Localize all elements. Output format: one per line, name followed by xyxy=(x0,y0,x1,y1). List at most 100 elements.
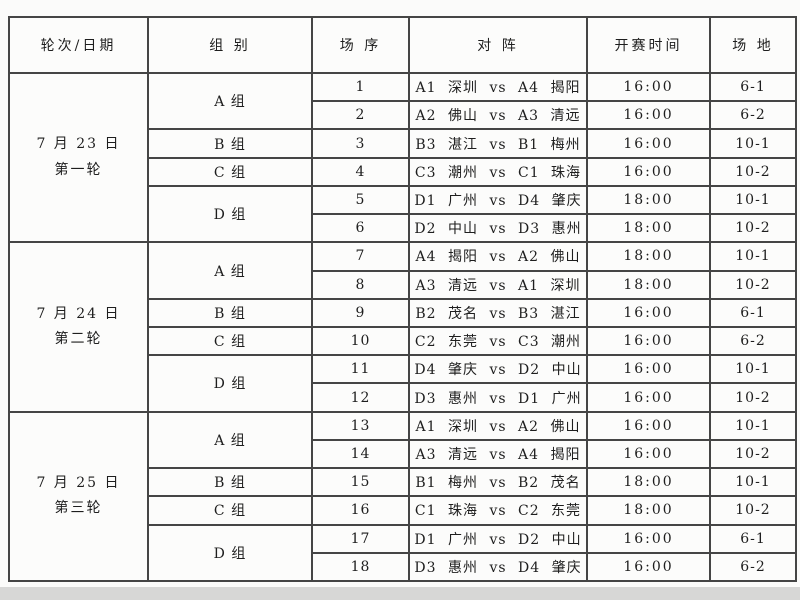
match-no-cell: 2 xyxy=(311,100,410,131)
venue-cell: 6-2 xyxy=(709,551,797,583)
matchup-cell: A3 清远 vs A1 深圳 xyxy=(408,269,588,300)
matchup-cell: C3 潮州 vs C1 珠海 xyxy=(408,156,588,187)
match-no-cell: 17 xyxy=(311,523,410,554)
group-cell: A 组 xyxy=(147,71,313,131)
start-time-cell: 16:00 xyxy=(586,71,711,103)
round-date-cell: 7 月 25 日第三轮 xyxy=(8,410,149,583)
venue-cell: 10-2 xyxy=(709,213,797,244)
start-time-cell: 18:00 xyxy=(586,213,711,244)
round-date-cell: 7 月 24 日第二轮 xyxy=(8,241,149,413)
matchup-cell: D2 中山 vs D3 惠州 xyxy=(408,213,588,244)
table-row: 14 A3 清远 vs A4 揭阳 16:00 10-2 xyxy=(9,438,797,470)
round-date-label: 7 月 25 日 xyxy=(36,475,121,492)
group-cell: C 组 xyxy=(147,495,313,526)
venue-cell: 10-2 xyxy=(709,495,797,526)
venue-cell: 10-1 xyxy=(709,410,797,441)
group-cell: B 组 xyxy=(147,128,313,159)
venue-cell: 10-1 xyxy=(709,241,797,272)
start-time-cell: 16:00 xyxy=(586,128,711,159)
start-time-cell: 18:00 xyxy=(586,184,711,216)
matchup-cell: A3 清远 vs A4 揭阳 xyxy=(408,438,588,470)
group-cell: C 组 xyxy=(147,325,313,357)
group-cell: C 组 xyxy=(147,156,313,187)
table-row: 7 月 24 日第二轮 A 组 7 A4 揭阳 vs A2 佛山 18:00 10-1 xyxy=(8,241,797,413)
header-row: 轮次/日期 组 别 场 序 对 阵 开赛时间 场 地 xyxy=(8,16,797,74)
header-cell-start-time: 开赛时间 xyxy=(586,16,711,74)
matchup-cell: C1 珠海 vs C2 东莞 xyxy=(408,495,588,526)
match-no-cell: 13 xyxy=(311,410,410,441)
group-cell: B 组 xyxy=(147,297,313,328)
group-cell: A 组 xyxy=(147,410,313,470)
start-time-cell: 16:00 xyxy=(586,523,711,554)
matchup-cell: A4 揭阳 vs A2 佛山 xyxy=(408,241,588,272)
matchup-cell: A1 深圳 vs A2 佛山 xyxy=(408,410,588,441)
matchup-cell: D1 广州 vs D4 肇庆 xyxy=(408,184,588,216)
matchup-cell: C2 东莞 vs C3 潮州 xyxy=(408,325,588,357)
group-cell: D 组 xyxy=(147,184,313,244)
table-row: D 组 11 D4 肇庆 vs D2 中山 16:00 10-1 xyxy=(9,354,797,413)
group-cell: D 组 xyxy=(147,523,313,582)
match-no-cell: 1 xyxy=(311,71,410,103)
start-time-cell: 16:00 xyxy=(586,156,711,187)
match-no-cell: 4 xyxy=(311,156,410,187)
header-cell-round-date: 轮次/日期 xyxy=(8,16,149,74)
start-time-cell: 16:00 xyxy=(586,551,711,583)
header-cell-matchup: 对 阵 xyxy=(408,16,588,74)
table-row: C 组 16 C1 珠海 vs C2 东莞 18:00 10-2 xyxy=(9,495,797,526)
table-row: 12 D3 惠州 vs D1 广州 16:00 10-2 xyxy=(9,382,797,413)
start-time-cell: 18:00 xyxy=(586,241,711,272)
matchup-cell: D1 广州 vs D2 中山 xyxy=(408,523,588,554)
header-cell-match-no: 场 序 xyxy=(311,16,410,74)
match-no-cell: 3 xyxy=(311,128,410,159)
match-no-cell: 18 xyxy=(311,551,410,583)
venue-cell: 10-2 xyxy=(709,269,797,300)
venue-cell: 6-1 xyxy=(709,523,797,554)
matchup-cell: B3 湛江 vs B1 梅州 xyxy=(408,128,588,159)
start-time-cell: 16:00 xyxy=(586,438,711,470)
venue-cell: 10-1 xyxy=(709,128,797,159)
table-row: 6 D2 中山 vs D3 惠州 18:00 10-2 xyxy=(9,213,797,244)
table-row: C 组 10 C2 东莞 vs C3 潮州 16:00 6-2 xyxy=(9,325,797,357)
table-row: D 组 17 D1 广州 vs D2 中山 16:00 6-1 xyxy=(9,523,797,582)
table-row: B 组 3 B3 湛江 vs B1 梅州 16:00 10-1 xyxy=(9,128,797,159)
start-time-cell: 18:00 xyxy=(586,467,711,498)
round-name-label: 第二轮 xyxy=(54,330,103,347)
start-time-cell: 16:00 xyxy=(586,354,711,385)
start-time-cell: 18:00 xyxy=(586,269,711,300)
group-cell: D 组 xyxy=(147,354,313,413)
schedule-header: 轮次/日期 组 别 场 序 对 阵 开赛时间 场 地 xyxy=(8,16,797,74)
venue-cell: 6-2 xyxy=(709,100,797,131)
bottom-edge-strip xyxy=(0,587,800,600)
match-no-cell: 8 xyxy=(311,269,410,300)
match-no-cell: 16 xyxy=(311,495,410,526)
venue-cell: 10-1 xyxy=(709,184,797,216)
match-no-cell: 11 xyxy=(311,354,410,385)
venue-cell: 6-2 xyxy=(709,325,797,357)
round-date-label: 7 月 24 日 xyxy=(36,305,121,322)
matchup-cell: A1 深圳 vs A4 揭阳 xyxy=(408,71,588,103)
matchup-cell: B1 梅州 vs B2 茂名 xyxy=(408,467,588,498)
start-time-cell: 16:00 xyxy=(586,410,711,441)
schedule-table: 轮次/日期 组 别 场 序 对 阵 开赛时间 场 地 7 月 23 日第一轮 A … xyxy=(8,16,797,583)
match-no-cell: 12 xyxy=(311,382,410,413)
round-name-label: 第一轮 xyxy=(54,161,103,178)
start-time-cell: 16:00 xyxy=(586,100,711,131)
group-cell: B 组 xyxy=(147,467,313,498)
header-cell-venue: 场 地 xyxy=(709,16,797,74)
round-date-cell: 7 月 23 日第一轮 xyxy=(8,71,149,244)
schedule-body: 7 月 23 日第一轮 A 组 1 A1 深圳 vs A4 揭阳 16:00 6-1 2 A2… xyxy=(8,71,797,583)
table-row: 2 A2 佛山 vs A3 清远 16:00 6-2 xyxy=(9,100,797,131)
venue-cell: 10-2 xyxy=(709,382,797,413)
match-no-cell: 9 xyxy=(311,297,410,328)
match-no-cell: 14 xyxy=(311,438,410,470)
matchup-cell: A2 佛山 vs A3 清远 xyxy=(408,100,588,131)
start-time-cell: 18:00 xyxy=(586,495,711,526)
match-no-cell: 10 xyxy=(311,325,410,357)
header-cell-group: 组 别 xyxy=(147,16,313,74)
matchup-cell: D4 肇庆 vs D2 中山 xyxy=(408,354,588,385)
start-time-cell: 16:00 xyxy=(586,382,711,413)
table-row: 7 月 25 日第三轮 A 组 13 A1 深圳 vs A2 佛山 16:00 10-1 xyxy=(8,410,797,583)
table-row: B 组 15 B1 梅州 vs B2 茂名 18:00 10-1 xyxy=(9,467,797,498)
venue-cell: 10-1 xyxy=(709,354,797,385)
